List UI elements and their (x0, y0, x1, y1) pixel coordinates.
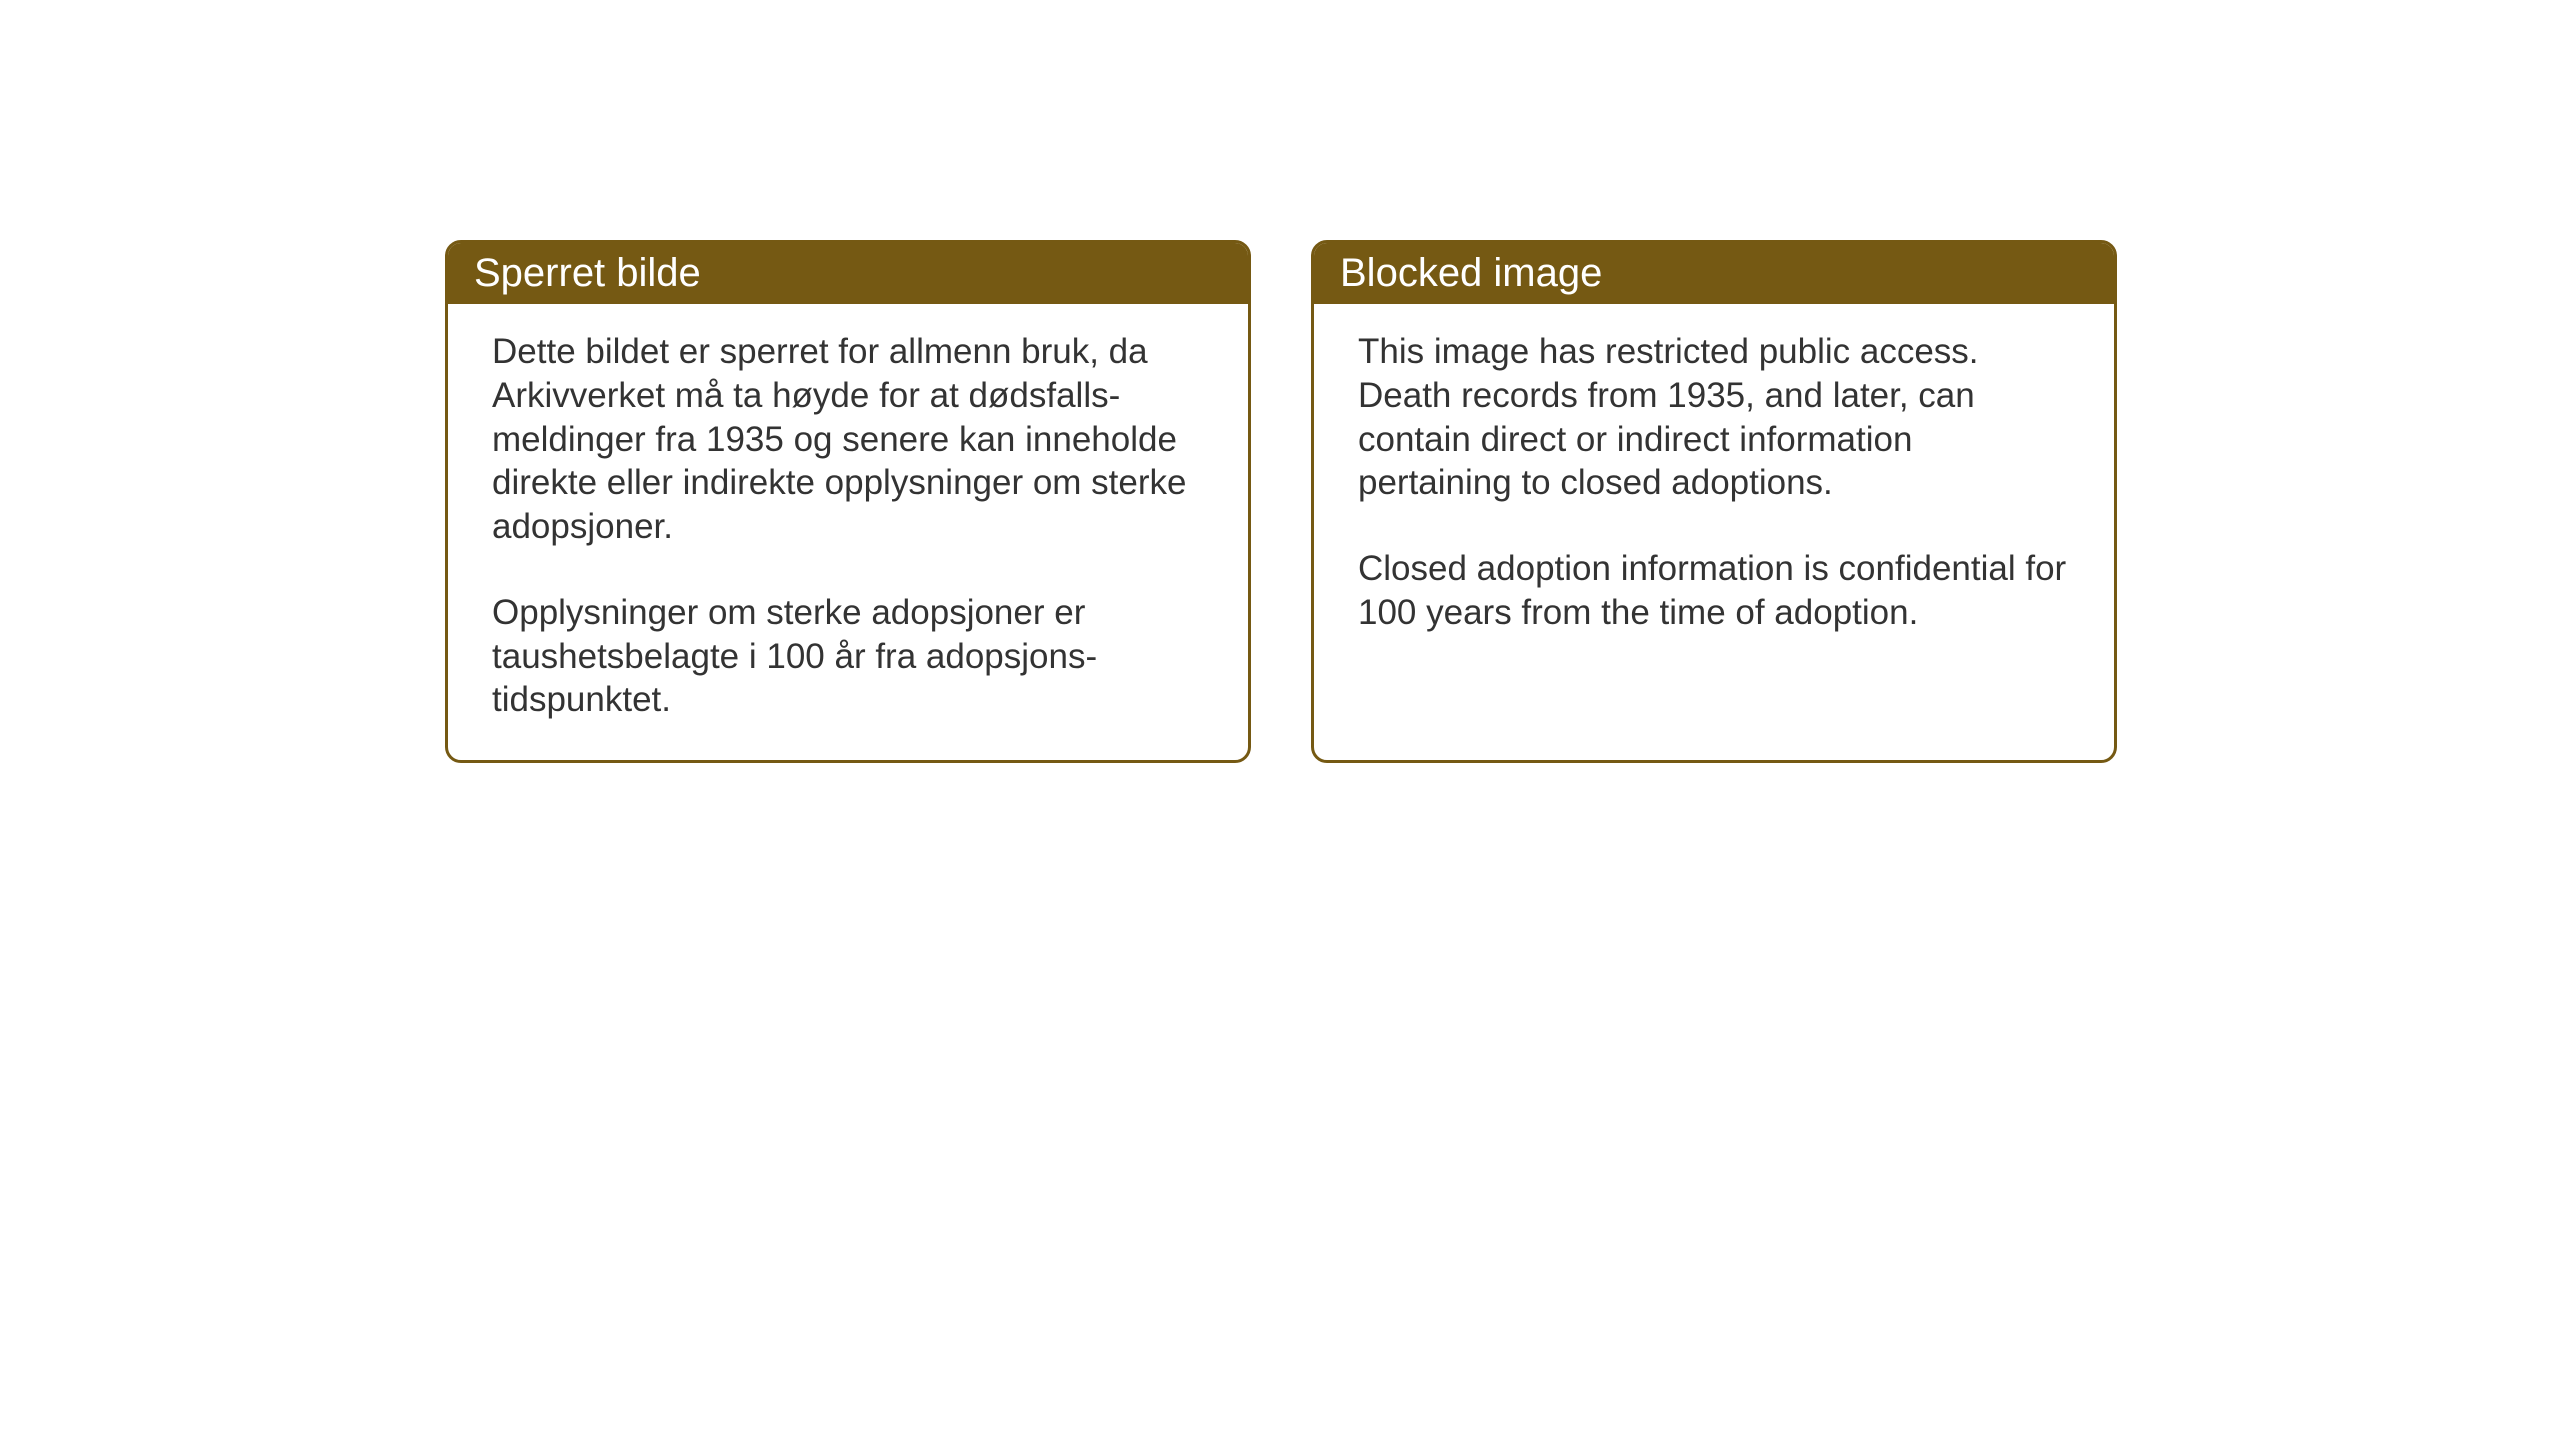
english-card-title: Blocked image (1314, 243, 2114, 304)
english-notice-card: Blocked image This image has restricted … (1311, 240, 2117, 763)
english-paragraph-2: Closed adoption information is confident… (1358, 547, 2070, 635)
notice-container: Sperret bilde Dette bildet er sperret fo… (445, 240, 2117, 763)
norwegian-paragraph-1: Dette bildet er sperret for allmenn bruk… (492, 330, 1204, 549)
norwegian-card-body: Dette bildet er sperret for allmenn bruk… (448, 304, 1248, 760)
norwegian-notice-card: Sperret bilde Dette bildet er sperret fo… (445, 240, 1251, 763)
norwegian-card-title: Sperret bilde (448, 243, 1248, 304)
english-paragraph-1: This image has restricted public access.… (1358, 330, 2070, 505)
norwegian-paragraph-2: Opplysninger om sterke adopsjoner er tau… (492, 591, 1204, 722)
english-card-body: This image has restricted public access.… (1314, 304, 2114, 673)
